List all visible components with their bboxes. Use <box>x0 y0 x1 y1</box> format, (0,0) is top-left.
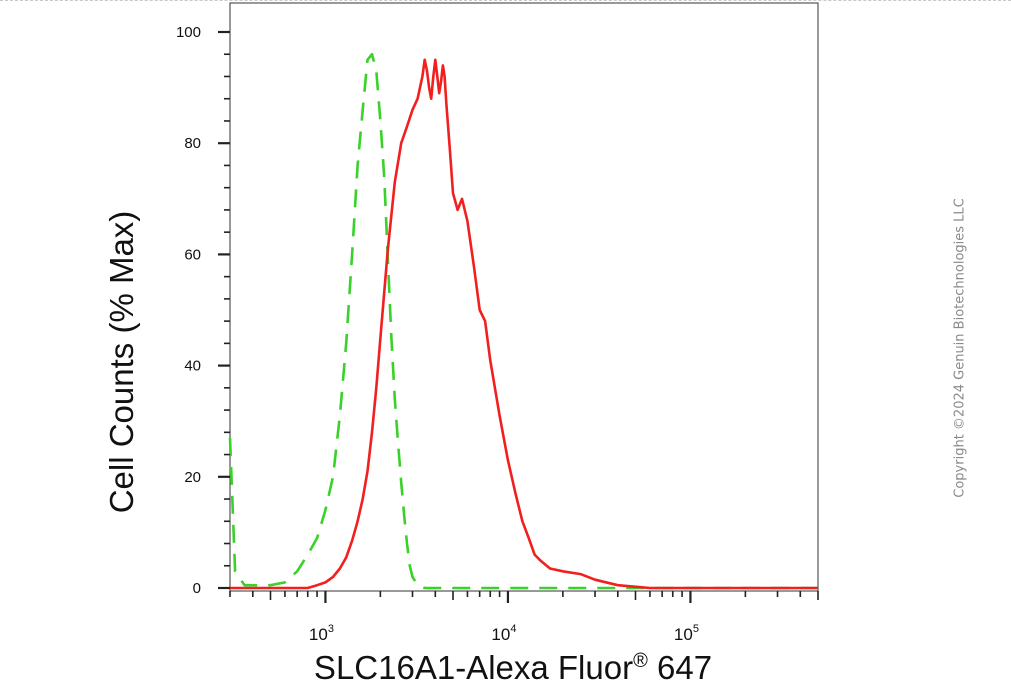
page-top-border <box>0 0 1011 1</box>
y-tick-label: 0 <box>193 580 201 597</box>
x-tick-label: 105 <box>674 623 699 644</box>
y-tick-label: 20 <box>184 469 201 486</box>
y-axis-label: Cell Counts (% Max) <box>103 210 140 514</box>
y-tick-label: 60 <box>184 246 201 263</box>
registered-mark: ® <box>633 650 648 672</box>
x-axis-label-number: 647 <box>657 649 713 686</box>
y-tick-label: 40 <box>184 358 201 375</box>
x-tick-label: 104 <box>491 623 516 644</box>
y-tick-label: 80 <box>184 135 201 152</box>
y-axis: 0 20 40 60 80 100 <box>176 24 230 597</box>
y-tick-label: 100 <box>176 24 201 41</box>
slc16a1-line <box>230 58 818 590</box>
plot-area <box>228 52 818 590</box>
plot-frame <box>229 2 819 592</box>
x-axis-label: SLC16A1-Alexa Fluor® 647 <box>314 649 712 687</box>
copyright-watermark: Copyright ©2024 Genuin Biotechnologies L… <box>952 198 968 498</box>
x-axis: 103 104 105 <box>229 591 819 644</box>
x-axis-label-main: SLC16A1-Alexa Fluor <box>313 649 634 686</box>
x-tick-label: 103 <box>309 623 334 644</box>
x-axis-label-suffix <box>648 649 657 686</box>
isotype-control-line <box>228 52 818 590</box>
